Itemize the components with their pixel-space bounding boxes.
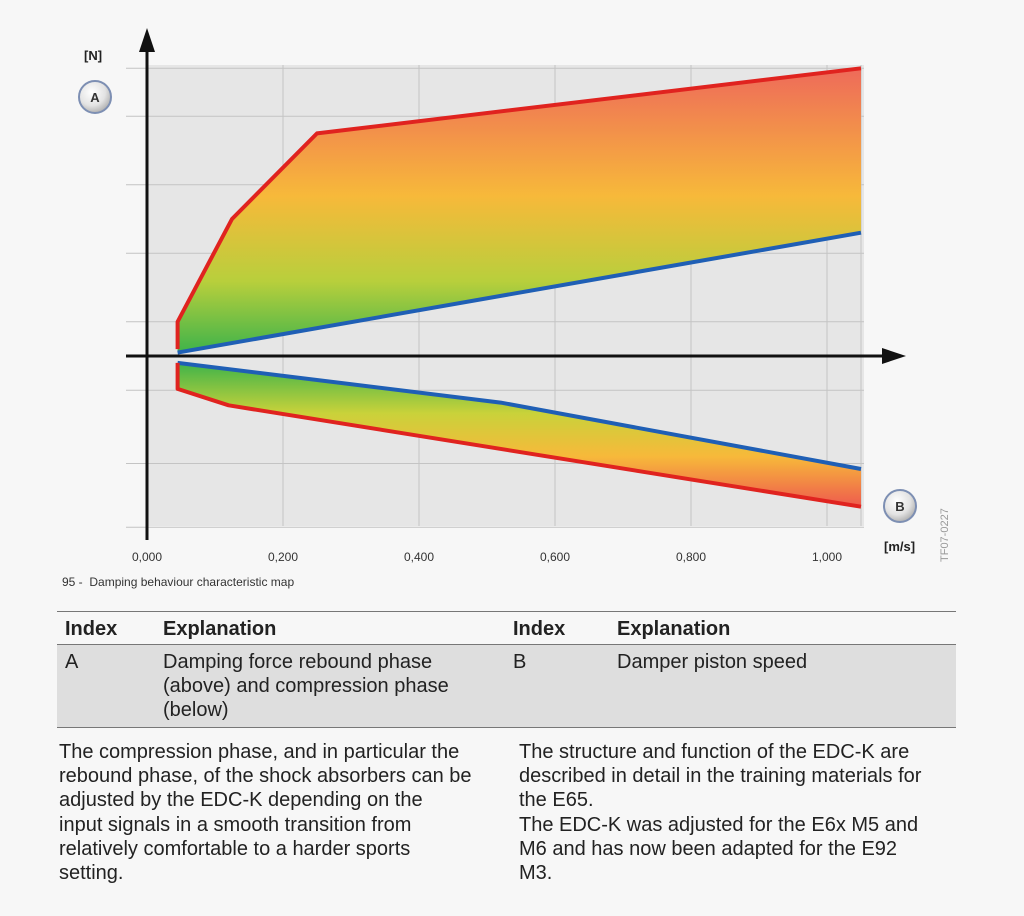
x-tick-label: 0,400: [404, 550, 434, 564]
x-tick-label: 0,600: [540, 550, 570, 564]
marker-b-label: B: [895, 499, 904, 514]
figure-caption-text: Damping behaviour characteristic map: [89, 575, 295, 589]
x-tick-label: 0,000: [132, 550, 162, 564]
series-line-compression-lower: [175, 362, 862, 509]
figure-caption: 95 - Damping behaviour characteristic ma…: [62, 575, 294, 589]
legend-header-index: Index: [57, 611, 155, 645]
series-line-rebound-upper: [175, 66, 862, 350]
legend-header-row: Index Explanation Index Explanation: [57, 611, 956, 645]
y-axis-arrow: [139, 28, 155, 52]
x-tick-label: 1,000: [812, 550, 842, 564]
legend-explanation-cell: Damping force rebound phase (above) and …: [155, 644, 505, 728]
figure-reference-code: TF07-0227: [939, 508, 951, 562]
marker-b: B: [883, 489, 917, 523]
y-unit-label: [N]: [84, 48, 102, 63]
series-line-rebound-lower: [177, 230, 862, 355]
compression-band: [177, 362, 862, 507]
figure-number: 95 -: [62, 575, 83, 589]
body-text-left: The compression phase, and in particular…: [59, 741, 472, 885]
x-tick-label: 0,200: [268, 550, 298, 564]
x-tick-labels: 0,000 0,200 0,400 0,600 0,800 1,000: [132, 550, 842, 564]
x-tick-label: 0,800: [676, 550, 706, 564]
marker-a-label: A: [90, 90, 100, 105]
legend-index-cell: B: [505, 644, 609, 728]
damping-chart: 0,000 0,200 0,400 0,600 0,800 1,000 [N] [m/s]…: [78, 28, 951, 564]
marker-a: A: [78, 80, 112, 114]
series-lines: [175, 66, 862, 509]
legend-table: Index Explanation Index Explanation A Da…: [57, 611, 956, 728]
legend-header-explanation: Explanation: [609, 611, 956, 645]
rebound-band: [177, 68, 862, 353]
body-text-right: The structure and function of the EDC-K …: [519, 741, 922, 885]
legend-header-index: Index: [505, 611, 609, 645]
x-unit-label: [m/s]: [884, 539, 915, 554]
table-row: A Damping force rebound phase (above) an…: [57, 644, 956, 728]
series-line-compression-upper: [177, 360, 862, 471]
legend-explanation-cell: Damper piston speed: [609, 644, 956, 728]
x-axis-arrow: [882, 348, 906, 364]
legend-header-explanation: Explanation: [155, 611, 505, 645]
legend-index-cell: A: [57, 644, 155, 728]
